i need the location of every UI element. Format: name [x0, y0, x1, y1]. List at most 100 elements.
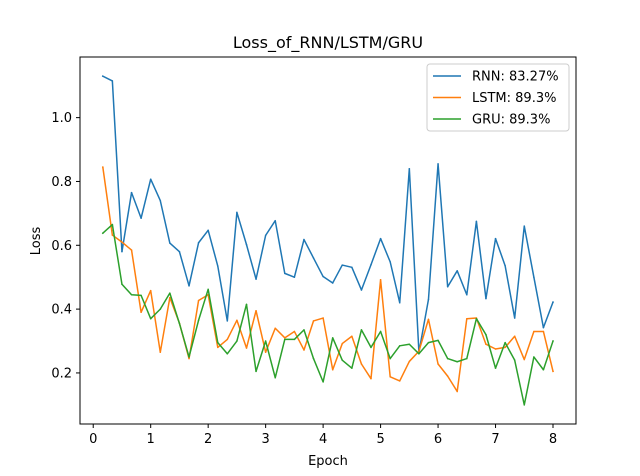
x-axis-label: Epoch: [308, 454, 348, 469]
legend-label: GRU: 89.3%: [472, 113, 550, 128]
data-point: [523, 404, 526, 406]
data-point: [475, 317, 478, 320]
data-point: [293, 330, 296, 333]
data-point: [504, 341, 506, 344]
data-point: [236, 211, 238, 214]
data-point: [389, 261, 391, 263]
x-tick-label: 6: [434, 432, 442, 447]
data-point: [245, 243, 248, 246]
data-point: [217, 265, 219, 267]
y-tick-label: 0.4: [51, 303, 72, 318]
data-point: [542, 326, 545, 329]
data-point: [552, 301, 554, 303]
data-point: [466, 317, 468, 320]
data-point: [513, 317, 516, 319]
data-point: [370, 346, 372, 349]
y-tick-label: 0.8: [51, 175, 72, 190]
data-point: [341, 342, 343, 345]
data-point: [370, 264, 372, 266]
data-point: [341, 264, 343, 266]
data-point: [513, 359, 516, 361]
data-point: [552, 340, 554, 342]
data-point: [255, 370, 257, 373]
x-tick-label: 5: [376, 432, 384, 447]
data-point: [245, 347, 248, 349]
data-point: [513, 335, 516, 337]
legend: RNN: 83.27% LSTM: 89.3% GRU: 89.3%: [426, 63, 570, 132]
y-tick-label: 0.6: [51, 239, 72, 254]
data-point: [466, 357, 468, 360]
data-point: [274, 376, 276, 379]
y-tick-label: 0.2: [51, 366, 72, 381]
data-point: [121, 250, 123, 253]
data-point: [236, 319, 238, 322]
data-point: [197, 241, 200, 244]
series-2: [101, 223, 554, 406]
data-point: [312, 357, 315, 360]
data-point: [255, 278, 257, 280]
data-point: [446, 375, 449, 377]
data-point: [293, 276, 296, 278]
data-point: [494, 237, 497, 240]
data-point: [427, 341, 430, 344]
data-point: [389, 357, 391, 360]
data-point: [121, 283, 123, 285]
data-point: [504, 264, 506, 267]
data-point: [226, 338, 229, 341]
data-point: [226, 320, 229, 322]
data-point: [523, 225, 526, 227]
data-point: [437, 163, 439, 165]
data-point: [255, 309, 257, 312]
data-point: [446, 357, 449, 360]
data-point: [466, 294, 468, 296]
data-point: [207, 229, 209, 232]
x-tick-label: 0: [89, 432, 97, 447]
data-point: [111, 223, 114, 226]
data-point: [408, 343, 411, 345]
data-point: [523, 358, 526, 361]
data-point: [456, 390, 458, 393]
data-point: [140, 217, 142, 219]
data-point: [130, 249, 133, 251]
data-point: [102, 75, 104, 77]
data-point: [389, 376, 391, 378]
data-point: [207, 288, 209, 291]
data-point: [351, 266, 353, 269]
data-point: [264, 351, 267, 353]
data-point: [197, 319, 200, 322]
data-point: [331, 369, 334, 371]
data-point: [437, 339, 439, 342]
data-point: [341, 359, 343, 361]
data-point: [542, 369, 545, 371]
data-point: [102, 232, 104, 234]
data-point: [303, 329, 305, 331]
data-point: [322, 275, 324, 278]
data-point: [504, 346, 506, 349]
data-point: [370, 377, 372, 380]
data-point: [149, 178, 152, 180]
legend-box: [426, 63, 570, 132]
data-point: [140, 311, 142, 314]
data-point: [284, 337, 286, 339]
series-line-0: [101, 75, 554, 353]
data-point: [274, 219, 276, 222]
data-point: [408, 360, 411, 363]
data-point: [485, 297, 487, 300]
data-point: [274, 327, 276, 330]
data-point: [188, 356, 190, 358]
x-tick-label: 2: [204, 432, 212, 447]
data-point: [360, 289, 363, 291]
data-point: [303, 349, 305, 351]
data-point: [284, 338, 286, 341]
data-point: [456, 270, 458, 272]
data-point: [159, 199, 162, 202]
data-point: [178, 322, 181, 325]
data-point: [303, 238, 305, 241]
series-line-2: [101, 223, 554, 406]
data-point: [245, 303, 248, 306]
data-point: [542, 330, 545, 333]
data-point: [379, 330, 382, 333]
data-point: [322, 317, 324, 319]
data-point: [427, 318, 430, 321]
